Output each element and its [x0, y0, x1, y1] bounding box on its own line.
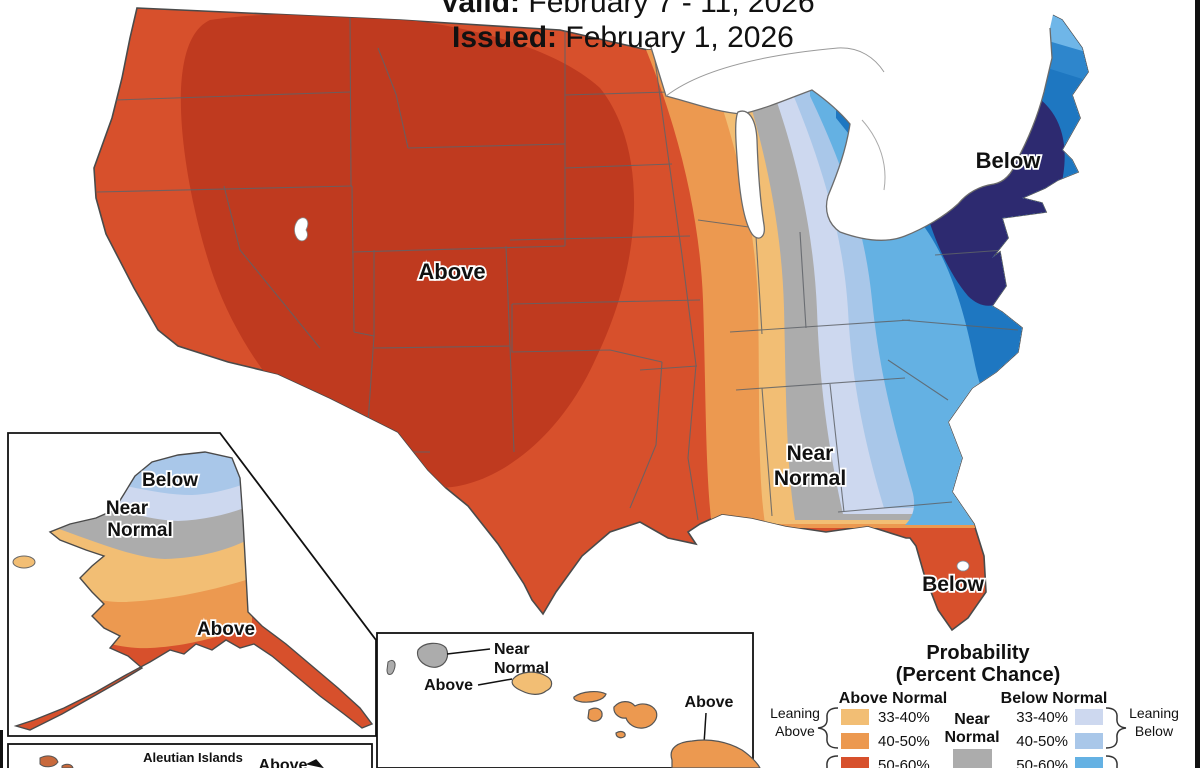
swatch-above-33-40: [841, 709, 869, 725]
legend-near-1: Near: [954, 711, 990, 728]
label-conus-near-1: Near: [787, 442, 834, 465]
label-hi-near-1: Near: [494, 641, 530, 658]
lake-okeechobee: [956, 560, 970, 572]
issued-label: Issued:: [452, 21, 557, 54]
lanai-island: [587, 707, 603, 722]
label-ak-above: Above: [197, 619, 255, 640]
maui-island: [613, 701, 658, 729]
legend-near-2: Normal: [944, 729, 999, 746]
lake-superior-north-shore: [665, 47, 885, 97]
niihau-island: [386, 659, 396, 675]
swatch-above-40-50: [841, 733, 869, 749]
swatch-below-40-50: [1075, 733, 1103, 749]
legend-leaning-above-1: Leaning: [770, 705, 820, 721]
state-borders: [96, 9, 1019, 521]
legend-braces: [817, 707, 1127, 768]
alaska-outline: [13, 451, 374, 731]
legend-above-range-2: 40-50%: [878, 733, 930, 750]
aleutian-above-arrow: [305, 759, 324, 768]
oahu-island: [511, 671, 553, 695]
legend-below-header: Below Normal: [1001, 690, 1108, 707]
great-lakes-shoreline: [649, 27, 1053, 241]
valid-value: February 7 - 11, 2026: [520, 0, 815, 19]
swatch-below-33-40: [1075, 709, 1103, 725]
swatch-above-50-60: [841, 757, 869, 768]
label-ak-near-2: Normal: [107, 520, 172, 541]
alaska-inset: Below Near Normal Above: [7, 432, 377, 737]
issued-line: Issued: February 1, 2026: [452, 21, 794, 54]
legend-above-range-1: 33-40%: [878, 709, 930, 726]
probability-legend: Probability (Percent Chance) Above Norma…: [770, 642, 1179, 768]
aleutian-inset: Aleutian Islands Above: [7, 743, 373, 768]
georgian-bay-shoreline: [861, 119, 886, 191]
legend-leaning-below-1: Leaning: [1129, 705, 1179, 721]
legend-title-2: (Percent Chance): [896, 664, 1061, 686]
swatch-near-normal: [953, 749, 992, 768]
label-hi-above-oahu: Above: [424, 677, 473, 694]
legend-leaning-above-2: Above: [775, 723, 815, 739]
big-island-leader-line: [703, 712, 707, 745]
label-conus-near-2: Normal: [774, 467, 846, 490]
legend-leaning-below-2: Below: [1135, 723, 1174, 739]
aleutian-islands-shapes: [39, 755, 74, 768]
label-aleutian-title: Aleutian Islands: [143, 750, 243, 765]
big-island: [670, 739, 761, 768]
swatch-below-50-60: [1075, 757, 1103, 768]
label-conus-below-ne: Below: [976, 148, 1042, 173]
oahu-leader-line: [477, 678, 513, 686]
label-hi-above-big: Above: [685, 694, 734, 711]
issued-value: February 1, 2026: [557, 21, 794, 54]
label-ak-below: Below: [142, 470, 198, 491]
kauai-leader-line: [446, 648, 491, 655]
label-aleutian-above: Above: [259, 757, 308, 768]
right-edge-strip: [1195, 0, 1200, 768]
canada-great-lakes-area: [650, 8, 1054, 241]
molokai-island: [573, 691, 607, 703]
lake-michigan: [735, 110, 765, 239]
legend-above-header: Above Normal: [839, 690, 947, 707]
kauai-island: [416, 642, 449, 668]
legend-below-range-1: 33-40%: [1016, 709, 1068, 726]
label-ak-near-1: Near: [106, 498, 149, 519]
st-lawrence-island: [12, 555, 36, 569]
legend-below-range-3: 50-60%: [1016, 757, 1068, 768]
valid-label: Valid:: [440, 0, 520, 19]
legend-above-range-3: 50-60%: [878, 757, 930, 768]
hawaii-inset: Near Normal Above Above: [376, 632, 761, 768]
label-conus-above: Above: [418, 259, 485, 284]
legend-below-range-2: 40-50%: [1016, 733, 1068, 750]
legend-title-1: Probability: [926, 642, 1030, 664]
great-salt-lake: [294, 217, 309, 242]
map-title: Valid: February 7 - 11, 2026 Issued: Feb…: [440, 0, 815, 54]
valid-line: Valid: February 7 - 11, 2026: [440, 0, 815, 19]
kahoolawe-island: [615, 730, 626, 739]
left-edge-strip: [0, 730, 3, 768]
label-florida-below: Below: [922, 573, 985, 596]
